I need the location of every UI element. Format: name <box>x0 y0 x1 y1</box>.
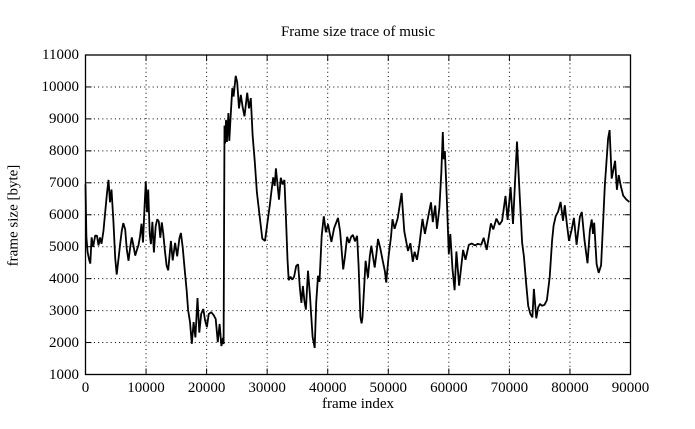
x-tick-label: 70000 <box>490 380 529 396</box>
plot-border <box>84 54 632 376</box>
x-tick-label: 30000 <box>248 380 286 396</box>
y-tick-label: 4000 <box>49 270 79 287</box>
x-tick-label: 40000 <box>308 380 347 396</box>
x-tick-label: 20000 <box>187 380 226 396</box>
x-tick-label: 60000 <box>430 380 468 396</box>
y-tick-label: 2000 <box>49 334 79 351</box>
y-tick-label: 7000 <box>49 174 79 191</box>
x-tick-label: 50000 <box>369 380 408 396</box>
y-tick-label: 1000 <box>49 366 79 383</box>
y-tick-label: 8000 <box>49 142 79 159</box>
x-tick-label: 80000 <box>551 380 589 396</box>
y-tick-label: 9000 <box>49 110 79 127</box>
data-polyline <box>84 75 630 349</box>
y-tick-label: 6000 <box>49 206 79 223</box>
chart-title: Frame size trace of music <box>280 24 436 40</box>
y-tick-label: 11000 <box>42 47 79 63</box>
y-tick-label: 10000 <box>41 78 80 95</box>
y-tick-label: 3000 <box>49 302 79 319</box>
y-tick-label: 5000 <box>49 238 79 255</box>
x-tick-label: 0 <box>81 380 90 396</box>
x-tick-label: 90000 <box>611 380 650 396</box>
x-tick-label: 10000 <box>127 380 165 396</box>
x-axis-label: frame index <box>321 396 395 412</box>
